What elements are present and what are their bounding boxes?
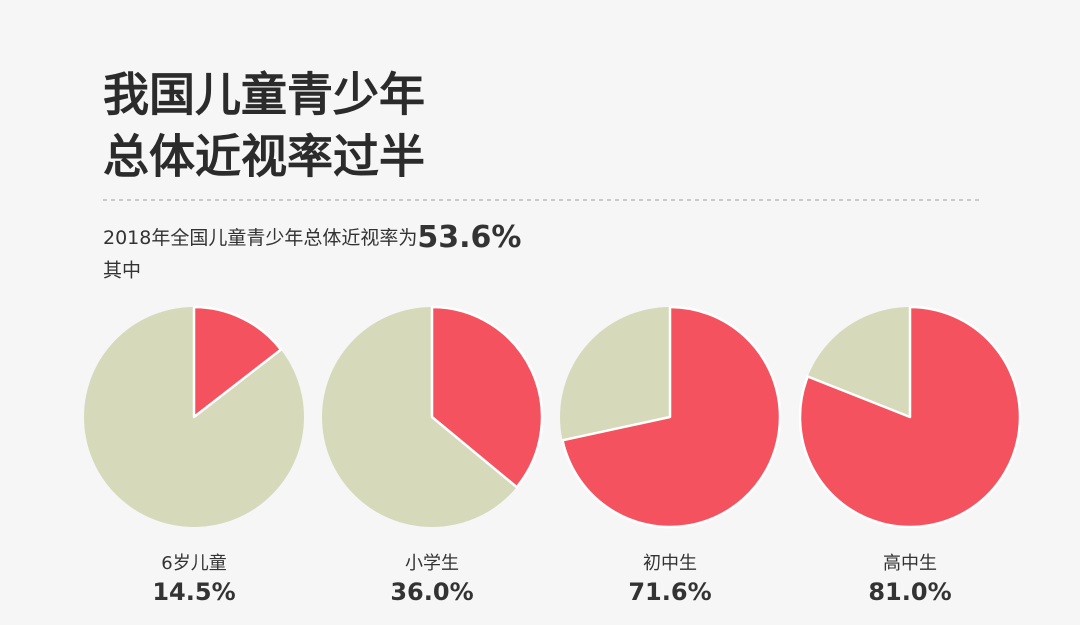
pie-slice [430, 305, 544, 489]
pie-label: 初中生 [643, 553, 697, 574]
title-line: 我国儿童青少年 [103, 68, 425, 122]
value-label: 71.6% [628, 578, 711, 606]
pie-label: 小学生 [405, 553, 459, 574]
pie-label: 高中生 [883, 553, 937, 574]
pie-slice [561, 305, 782, 529]
pie-slice [192, 305, 283, 419]
value-label: 81.0% [868, 578, 951, 606]
pie-slice [798, 305, 1022, 529]
pie-label: 6岁儿童 [161, 553, 226, 574]
title-line: 总体近视率过半 [103, 130, 425, 184]
value-label: 14.5% [152, 578, 235, 606]
value-label: 36.0% [390, 578, 473, 606]
summary-value: 53.6% [417, 220, 521, 255]
summary-text: 2018年全国儿童青少年总体近视率为 [103, 227, 417, 249]
note: 其中 [103, 260, 141, 282]
summary: 2018年全国儿童青少年总体近视率为53.6% [103, 220, 521, 255]
